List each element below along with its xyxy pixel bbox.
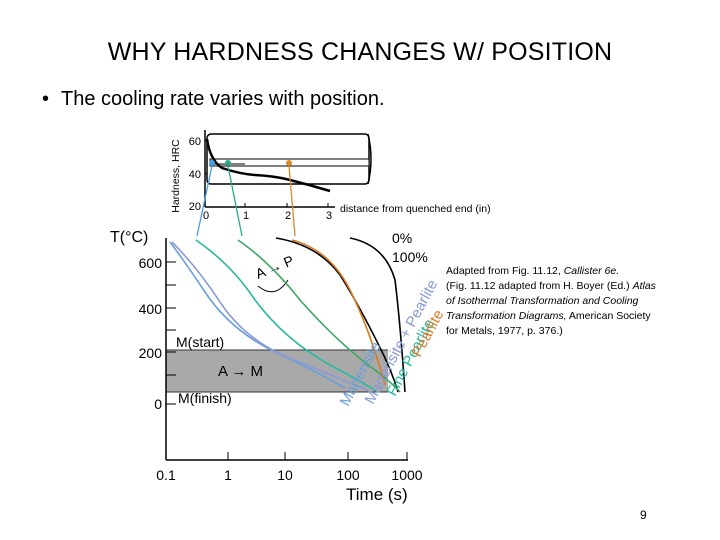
figure-caption: Adapted from Fig. 11.12, Callister 6e. (F… (446, 264, 661, 339)
martensite-band (166, 350, 388, 392)
bullet-text: The cooling rate varies with position. (61, 88, 385, 110)
cct-ytick: 200 (139, 345, 163, 361)
cct-xtick: 100 (336, 467, 360, 483)
caption-tail: American Society for Metals, 1977, p. 37… (446, 310, 651, 337)
hundred-percent-label: 100% (392, 249, 428, 265)
hardness-ytick: 40 (189, 169, 201, 181)
cct-ylabel: T(°C) (110, 229, 148, 246)
austenite-to-martensite-label: A → M (218, 363, 263, 380)
ap-arrow (257, 279, 289, 293)
position-marker (209, 160, 215, 166)
cooling-curve (169, 241, 346, 389)
position-marker (225, 160, 231, 166)
hardness-curve (205, 138, 331, 193)
cct-xtick: 1000 (391, 467, 422, 483)
cct-diagram: T(°C) 600 400 200 0 0.1 1 10 100 1000 Ti… (110, 229, 447, 504)
caption-line2: (Fig. 11.12 adapted from H. Boyer (Ed.) (446, 280, 633, 292)
cct-ytick: 600 (139, 255, 163, 271)
bar-end (367, 133, 372, 185)
cct-xlabel: Time (s) (346, 485, 408, 504)
connector-arrows (196, 165, 296, 237)
cct-ytick: 400 (139, 301, 163, 317)
hardness-xtick: 3 (326, 210, 332, 222)
connector-arrow (288, 165, 296, 237)
cct-xtick: 1 (224, 467, 232, 483)
cct-xtick: 0.1 (156, 467, 176, 483)
transformation-finish-curve (349, 237, 406, 393)
bullet-point: • The cooling rate varies with position. (42, 88, 385, 111)
cooling-curve (237, 239, 401, 393)
slide-title: WHY HARDNESS CHANGES W/ POSITION (107, 38, 613, 66)
hardness-plot: 60 40 20 0 1 2 3 distance from quenched … (170, 130, 491, 222)
hardness-ylabel: Hardness, HRC (170, 139, 182, 213)
connector-arrow (227, 165, 243, 237)
caption-atlas: Atlas of Isothermal Transformation and C… (446, 280, 656, 322)
caption-prefix: Adapted from Fig. 11.12, (446, 265, 564, 277)
cct-xtick: 10 (277, 467, 293, 483)
m-start-label: M(start) (176, 334, 224, 350)
transformation-start-curve (275, 237, 399, 393)
m-finish-label: M(finish) (178, 390, 232, 406)
connector-arrow (196, 165, 213, 237)
hardness-ytick: 20 (189, 201, 201, 213)
cooling-curve (195, 239, 379, 393)
cooling-curve (171, 241, 369, 391)
cooling-curve (291, 239, 386, 386)
hardness-xlabel: distance from quenched end (in) (340, 203, 491, 215)
page-number: 9 (640, 508, 647, 522)
zero-percent-label: 0% (392, 230, 412, 246)
hardness-xtick: 0 (203, 210, 209, 222)
bullet-dot: • (42, 88, 50, 110)
hardness-xtick: 2 (285, 210, 291, 222)
caption-book: Callister 6e. (563, 265, 620, 277)
hardness-ytick: 60 (189, 136, 201, 148)
position-marker (286, 160, 292, 166)
cct-ytick: 0 (154, 396, 162, 412)
hardness-xtick: 1 (243, 210, 249, 222)
